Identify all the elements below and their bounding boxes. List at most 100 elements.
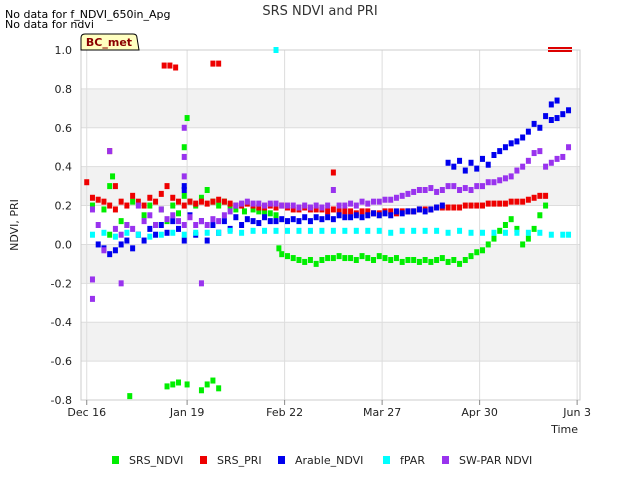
data-point: [227, 200, 233, 207]
data-point: [107, 148, 113, 155]
data-point: [445, 204, 451, 211]
data-point: [439, 255, 445, 262]
data-point: [548, 117, 554, 123]
data-point: [221, 218, 227, 225]
data-point: [359, 208, 365, 215]
legend-label: fPAR: [400, 454, 425, 467]
data-point: [284, 202, 290, 209]
data-point: [89, 202, 95, 209]
data-point: [307, 204, 313, 211]
x-tick-label: Jun 3: [562, 406, 591, 419]
legend-item: SW-PAR NDVI: [442, 454, 532, 467]
data-point: [525, 229, 531, 236]
data-point: [95, 196, 101, 203]
legend-swatch: [442, 456, 449, 464]
data-point: [130, 192, 136, 199]
data-point: [491, 152, 497, 158]
data-point: [537, 124, 543, 131]
data-point: [342, 255, 348, 262]
data-point: [411, 227, 417, 234]
data-point: [89, 194, 95, 201]
data-point: [204, 200, 210, 207]
data-point: [548, 159, 554, 166]
y-tick-label: 1.0: [55, 44, 73, 57]
data-point: [198, 198, 204, 205]
data-point: [566, 231, 572, 238]
data-point: [525, 235, 531, 242]
data-point: [193, 200, 199, 207]
data-point: [497, 177, 503, 184]
data-point: [388, 229, 394, 236]
data-point: [479, 155, 485, 162]
no-data-note-1: No data for f_NDVI_650in_Apg: [5, 8, 171, 21]
data-point: [451, 257, 457, 263]
data-point: [479, 247, 485, 254]
data-point: [107, 231, 113, 238]
y-axis-ticks: 1.0 0.8 0.6 0.4 0.2 0.0 -0.2 -0.4 -0.6 -0.8: [51, 44, 72, 407]
data-point: [313, 202, 319, 209]
data-point: [330, 227, 336, 234]
data-point: [479, 202, 485, 209]
data-point: [276, 245, 282, 252]
data-point: [531, 194, 537, 201]
data-point: [233, 206, 239, 213]
data-point: [554, 155, 560, 162]
data-point: [181, 173, 187, 180]
data-point: [112, 233, 118, 240]
data-point: [428, 258, 434, 265]
data-point: [193, 229, 199, 236]
legend-label: Arable_NDVI: [295, 454, 363, 467]
data-point: [250, 206, 256, 213]
data-point: [525, 196, 531, 203]
data-point: [319, 204, 325, 211]
data-point: [176, 225, 182, 232]
data-point: [462, 185, 468, 192]
data-point: [118, 241, 124, 248]
plot-band: [81, 205, 580, 245]
data-point: [491, 200, 497, 207]
data-point: [474, 249, 480, 256]
data-point: [127, 393, 133, 400]
data-point: [405, 257, 411, 263]
data-point: [365, 227, 371, 234]
data-point: [462, 167, 468, 174]
data-point: [508, 173, 514, 180]
data-point: [382, 196, 388, 203]
data-point: [468, 187, 474, 193]
data-point: [388, 212, 394, 219]
data-point: [353, 202, 359, 209]
data-point: [376, 212, 382, 219]
data-point: [181, 153, 187, 160]
data-point: [267, 218, 273, 225]
data-point: [445, 159, 451, 166]
data-point: [554, 97, 560, 104]
data-point: [451, 183, 457, 190]
data-point: [210, 216, 216, 223]
data-point: [359, 214, 365, 221]
data-point: [520, 241, 526, 248]
data-point: [434, 204, 440, 211]
data-point: [330, 255, 336, 262]
data-point: [508, 140, 514, 147]
data-point: [296, 257, 302, 263]
data-point: [554, 115, 560, 122]
data-point: [124, 222, 130, 228]
data-point: [184, 381, 190, 388]
data-point: [457, 187, 463, 193]
data-point: [170, 229, 176, 236]
legend-swatch: [278, 456, 285, 464]
data-point: [181, 192, 187, 199]
data-point: [462, 257, 468, 263]
data-point: [89, 295, 95, 302]
legend-item: Arable_NDVI: [278, 454, 363, 467]
data-point: [537, 192, 543, 199]
data-point: [164, 229, 170, 236]
legend-item: fPAR: [383, 454, 425, 467]
data-point: [198, 387, 204, 394]
legend-label: SW-PAR NDVI: [459, 454, 532, 467]
data-point: [514, 225, 520, 232]
data-point: [153, 198, 159, 205]
legend-item: SRS_NDVI: [112, 454, 183, 467]
data-point: [445, 229, 451, 236]
